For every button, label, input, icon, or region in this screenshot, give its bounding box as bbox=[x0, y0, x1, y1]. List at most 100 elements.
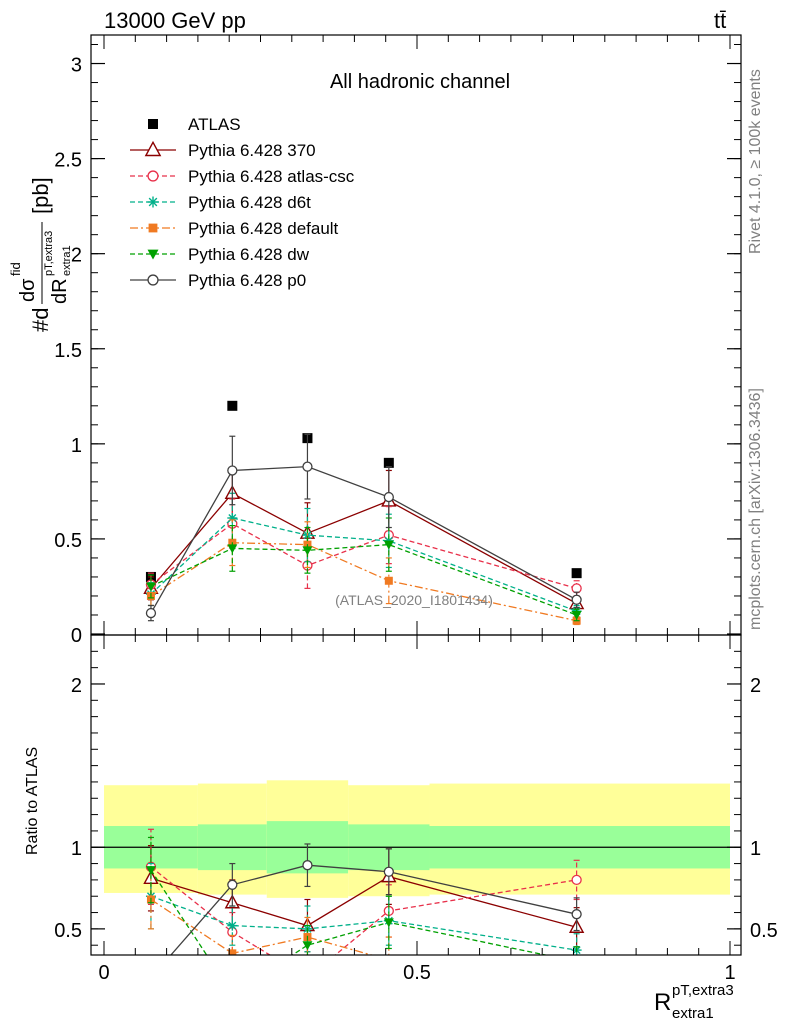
main-point-pythia-6-428-p0 bbox=[145, 607, 157, 619]
main-series-pythia-6-428-dw bbox=[145, 517, 582, 622]
x-label-main: R bbox=[654, 989, 671, 1016]
ratio-line-pythia-6-428-atlas-csc bbox=[150, 866, 577, 955]
main-point-pythia-6-428-p0 bbox=[302, 461, 313, 472]
main-point-pythia-6-428-default bbox=[384, 576, 393, 585]
ratio-point-pythia-6-428-dw bbox=[302, 941, 313, 951]
legend-item-pythia-6-428-atlas-csc: Pythia 6.428 atlas-csc bbox=[130, 167, 355, 186]
y-tick-label: 3 bbox=[71, 55, 82, 77]
main-axis-ticks: 0 0.5 1 1.5 2 2.5 3 bbox=[54, 35, 741, 647]
main-point-atlas bbox=[227, 400, 238, 411]
y-tick-label-right: 1 bbox=[750, 838, 761, 860]
y-tick-label: 0 bbox=[71, 625, 82, 647]
main-point-pythia-6-428-atlas-csc bbox=[571, 583, 582, 594]
main-y-axis-label: #d dσ fid dR pT,extra3 extra1 [pb] bbox=[8, 177, 73, 332]
main-series-pythia-6-428-p0 bbox=[145, 433, 582, 622]
y-tick-label: 1 bbox=[71, 838, 82, 860]
rivet-version-text: Rivet 4.1.0, ≥ 100k events bbox=[747, 69, 764, 254]
main-line-pythia-6-428-atlas-csc bbox=[150, 522, 577, 589]
x-label-sup: pT,extra3 bbox=[672, 982, 734, 999]
ratio-point-pythia-6-428-default bbox=[385, 956, 393, 964]
main-point-pythia-6-428-dw bbox=[571, 610, 582, 620]
ratio-line-pythia-6-428-default bbox=[150, 898, 374, 955]
y-tick-label-right: 2 bbox=[750, 675, 761, 697]
ratio-point-pythia-6-428-p0 bbox=[146, 973, 155, 982]
y-label-numerator-sup: fid bbox=[8, 262, 23, 276]
legend-label: Pythia 6.428 370 bbox=[188, 141, 316, 160]
ratio-point-pythia-6-428-p0 bbox=[227, 879, 238, 890]
analysis-tag: (ATLAS_2020_I1801434) bbox=[335, 592, 493, 608]
y-label-denominator-sup: pT,extra3 bbox=[43, 231, 55, 276]
main-series-pythia-6-428-atlas-csc bbox=[145, 498, 582, 597]
legend-item-pythia-6-428-370: Pythia 6.428 370 bbox=[130, 140, 316, 160]
legend-label: Pythia 6.428 atlas-csc bbox=[188, 167, 355, 186]
chart-title: All hadronic channel bbox=[330, 71, 510, 93]
y-label-numerator: dσ bbox=[17, 278, 39, 302]
y-tick-label: 1.5 bbox=[54, 340, 82, 362]
main-point-pythia-6-428-dw bbox=[227, 544, 238, 554]
main-plot-content bbox=[143, 400, 585, 626]
ratio-point-pythia-6-428-p0 bbox=[383, 866, 394, 877]
main-line-pythia-6-428-default bbox=[150, 542, 577, 622]
energy-label: 13000 GeV pp bbox=[104, 8, 246, 33]
star-stroke bbox=[148, 197, 158, 207]
legend-marker bbox=[148, 223, 158, 233]
ratio-point-pythia-6-428-default bbox=[228, 949, 237, 955]
ratio-plot-content bbox=[91, 780, 741, 999]
legend-marker bbox=[147, 196, 159, 208]
legend-label: Pythia 6.428 dw bbox=[188, 245, 310, 264]
legend-label: Pythia 6.428 p0 bbox=[188, 271, 306, 290]
star-stroke bbox=[228, 921, 237, 930]
legend-label: Pythia 6.428 default bbox=[188, 219, 339, 238]
legend: ATLAS Pythia 6.428 370 Pythia 6.428 atlas-… bbox=[130, 115, 355, 290]
ratio-y-axis-label: Ratio to ATLAS bbox=[24, 747, 41, 855]
y-tick-label: 2.5 bbox=[54, 150, 82, 172]
main-point-pythia-6-428-p0 bbox=[227, 465, 238, 476]
ratio-point-pythia-6-428-dw bbox=[383, 918, 394, 928]
legend-marker bbox=[148, 119, 158, 129]
x-axis-label: R pT,extra3 extra1 bbox=[654, 982, 734, 1022]
main-series-atlas bbox=[145, 400, 582, 582]
main-series-pythia-6-428-default bbox=[146, 519, 581, 626]
legend-marker bbox=[147, 249, 159, 260]
y-tick-label: 2 bbox=[71, 245, 82, 267]
x-tick-label: 0 bbox=[98, 962, 109, 984]
process-label: tt̄ bbox=[714, 8, 726, 33]
main-point-pythia-6-428-dw bbox=[145, 582, 156, 592]
x-tick-label: 1 bbox=[724, 962, 735, 984]
ratio-point-pythia-6-428-atlas-csc bbox=[303, 973, 312, 982]
y-label-unit: [pb] bbox=[28, 177, 53, 214]
ratio-point-pythia-6-428-default bbox=[573, 971, 581, 979]
main-point-pythia-6-428-dw bbox=[302, 546, 313, 556]
ratio-point-pythia-6-428-p0 bbox=[571, 909, 582, 920]
legend-label: ATLAS bbox=[188, 115, 241, 134]
y-label-denominator-sub: extra1 bbox=[61, 245, 73, 276]
ratio-axis-ticks: 0.5 0.5 1 1 2 2 0 0.5 1 bbox=[54, 634, 778, 984]
ratio-panel-frame bbox=[90, 634, 742, 956]
legend-marker bbox=[147, 170, 159, 182]
legend-item-pythia-6-428-d6t: Pythia 6.428 d6t bbox=[130, 193, 311, 212]
ratio-point-pythia-6-428-dw bbox=[227, 990, 237, 999]
y-label-prefix: #d bbox=[28, 308, 53, 332]
y-tick-label: 0.5 bbox=[54, 920, 82, 942]
y-tick-label: 0.5 bbox=[54, 530, 82, 552]
y-tick-label: 1 bbox=[71, 435, 82, 457]
x-label-sub: extra1 bbox=[672, 1005, 714, 1022]
legend-item-pythia-6-428-default: Pythia 6.428 default bbox=[130, 219, 339, 238]
ratio-series-pythia-6-428-dw bbox=[145, 836, 582, 999]
ratio-point-pythia-6-428-atlas-csc bbox=[571, 874, 582, 886]
main-point-pythia-6-428-dw bbox=[383, 540, 394, 550]
legend-item-pythia-6-428-dw: Pythia 6.428 dw bbox=[130, 245, 310, 264]
legend-item-atlas: ATLAS bbox=[148, 115, 241, 134]
main-point-pythia-6-428-p0 bbox=[383, 491, 394, 503]
legend-marker bbox=[147, 274, 159, 286]
legend-item-pythia-6-428-p0: Pythia 6.428 p0 bbox=[130, 271, 306, 290]
ratio-point-pythia-6-428-d6t bbox=[227, 920, 238, 931]
legend-marker bbox=[144, 140, 162, 157]
y-tick-label: 2 bbox=[71, 675, 82, 697]
main-panel: 0 0.5 1 1.5 2 2.5 3 All hadronic channel (ATLA… bbox=[54, 34, 742, 647]
y-label-denominator: dR bbox=[49, 278, 71, 304]
ratio-point-pythia-6-428-p0 bbox=[302, 860, 313, 871]
ratio-point-pythia-6-428-dw bbox=[145, 866, 156, 876]
ratio-point-pythia-6-428-dw bbox=[572, 958, 582, 967]
